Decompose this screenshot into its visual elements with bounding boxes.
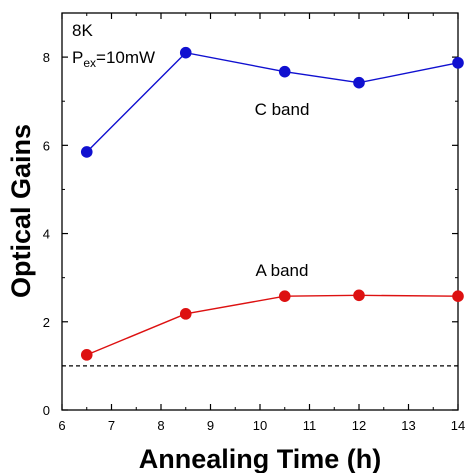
x-tick-label-8: 8 [157, 418, 164, 433]
power-value: =10mW [96, 48, 155, 67]
x-tick-label-14: 14 [451, 418, 465, 433]
x-tick-label-11: 11 [303, 418, 317, 433]
data-point-a-band [80, 349, 93, 361]
data-point-c-band [179, 46, 192, 59]
x-tick-label-10: 10 [253, 418, 267, 433]
y-tick-label-4: 4 [43, 227, 50, 242]
x-tick-label-9: 9 [207, 418, 214, 433]
series-label-c-band: C band [255, 100, 310, 119]
x-axis-title: Annealing Time (h) [139, 444, 382, 473]
series-label-a-band: A band [256, 261, 309, 280]
power-main: P [72, 48, 83, 67]
plot-frame [61, 12, 459, 411]
data-point-c-band [278, 65, 291, 78]
temperature-label: 8K [72, 21, 93, 40]
y-tick-label-0: 0 [43, 403, 50, 418]
data-point-a-band [179, 308, 192, 320]
data-point-c-band [80, 146, 93, 158]
data-point-c-band [452, 57, 464, 69]
data-point-a-band [353, 289, 365, 302]
series-line-a-band [86, 294, 459, 356]
y-tick-label-2: 2 [43, 315, 50, 330]
power-subscript: ex [83, 56, 96, 70]
y-axis-title: Optical Gains [6, 124, 36, 298]
x-tick-label-6: 6 [58, 418, 65, 433]
x-tick-label-7: 7 [108, 418, 115, 433]
x-tick-label-13: 13 [401, 418, 415, 433]
data-point-a-band [278, 290, 291, 302]
data-point-c-band [353, 76, 365, 89]
power-label: Pex=10mW [72, 48, 155, 70]
y-tick-label-8: 8 [43, 50, 50, 65]
x-tick-label-12: 12 [352, 418, 366, 433]
y-tick-label-6: 6 [43, 138, 50, 153]
data-point-a-band [452, 290, 464, 302]
